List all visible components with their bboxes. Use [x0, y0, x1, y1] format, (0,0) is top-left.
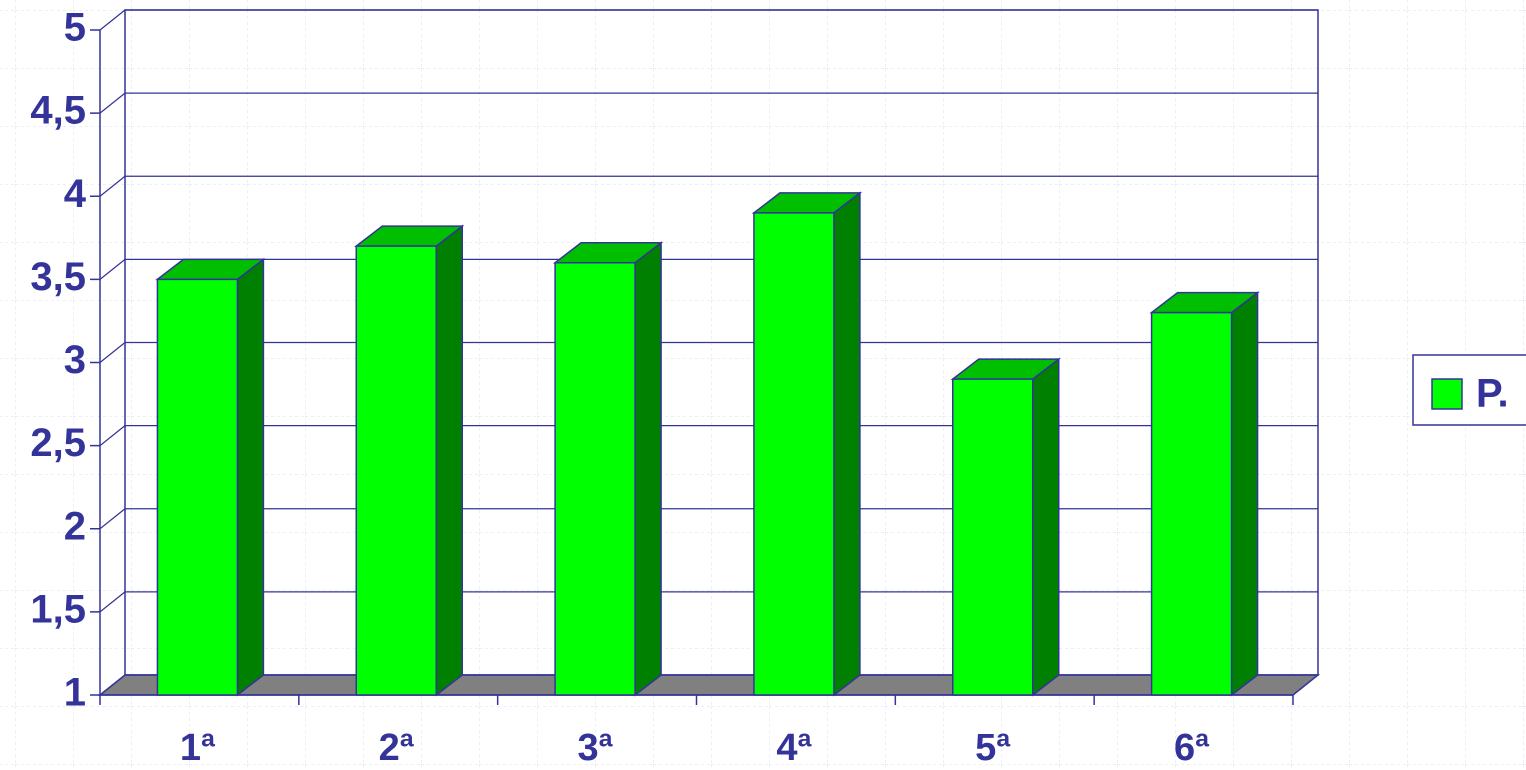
- side-grid-line: [99, 591, 126, 613]
- floor: [97, 674, 1321, 696]
- side-grid-line: [99, 342, 126, 363]
- side-grid-line: [99, 258, 126, 280]
- bar: [155, 257, 266, 697]
- legend-swatch: [1431, 378, 1463, 410]
- x-tick-label: 5ª: [975, 727, 1011, 769]
- bar-side: [833, 191, 861, 697]
- side-grid-line: [99, 9, 126, 31]
- y-tick-label: 1,5: [30, 587, 86, 631]
- bar: [354, 224, 465, 697]
- y-tick-label: 2: [64, 504, 86, 548]
- y-tick-label: 2,5: [30, 421, 86, 465]
- bar-front: [554, 262, 636, 696]
- side-grid-line: [99, 674, 126, 696]
- bar: [1149, 291, 1260, 697]
- bar-front: [952, 378, 1034, 696]
- legend-box: [1412, 354, 1526, 426]
- bar-side: [1032, 357, 1060, 697]
- bar-front: [355, 245, 437, 696]
- y-tick-label: 1: [64, 671, 86, 715]
- side-grid-line: [99, 175, 126, 197]
- y-tick-label: 4,5: [30, 89, 86, 133]
- bar-side: [435, 224, 463, 697]
- bar-side: [634, 241, 662, 697]
- legend: P.: [1412, 354, 1526, 426]
- legend-label: P.: [1476, 372, 1509, 416]
- y-tick-label: 3: [64, 338, 86, 382]
- side-grid-line: [99, 425, 126, 447]
- y-tick-label: 4: [64, 172, 87, 216]
- bar-front: [156, 278, 239, 696]
- y-tick-label: 3,5: [30, 255, 86, 299]
- bar: [552, 241, 664, 697]
- side-grid-line: [99, 508, 126, 530]
- bar: [751, 191, 863, 697]
- x-tick-label: 2ª: [379, 727, 415, 769]
- side-grid-line: [99, 92, 126, 114]
- x-tick-label: 6ª: [1174, 727, 1210, 769]
- x-tick-label: 3ª: [577, 727, 613, 769]
- x-tick-label: 4ª: [776, 727, 812, 769]
- bar-side: [1230, 291, 1259, 697]
- bar-front: [753, 212, 835, 696]
- bar-side: [236, 257, 265, 697]
- bar: [950, 357, 1061, 697]
- y-tick-label: 5: [64, 6, 86, 50]
- x-tick-label: 1ª: [180, 727, 216, 769]
- bar-front: [1150, 311, 1233, 696]
